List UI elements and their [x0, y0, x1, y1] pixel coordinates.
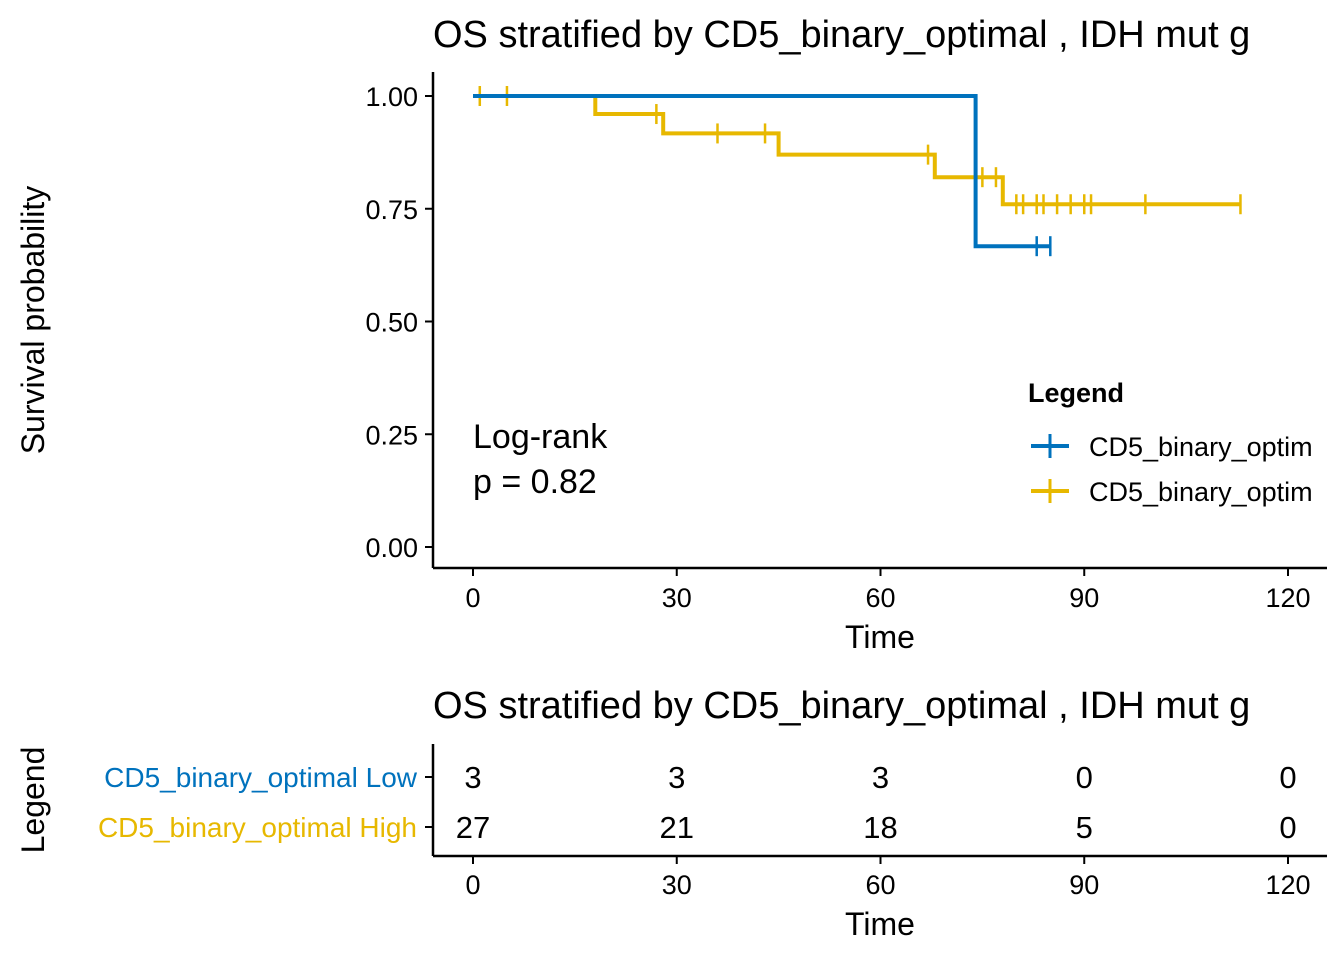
km-y-tick-label: 0.75: [365, 195, 418, 225]
risk-count: 0: [1076, 760, 1093, 795]
km-y-tick-label: 0.25: [365, 420, 418, 450]
km-y-tick-label: 0.00: [365, 533, 418, 563]
risk-x-tick-label: 60: [865, 870, 895, 900]
km-x-axis-label: Time: [845, 619, 915, 655]
km-x-tick-label: 120: [1265, 583, 1310, 613]
risk-table-x-label: Time: [845, 906, 915, 942]
risk-count: 0: [1279, 810, 1296, 845]
km-y-axis-label: Survival probability: [15, 186, 51, 455]
km-x-tick-label: 60: [865, 583, 895, 613]
risk-table-title: OS stratified by CD5_binary_optimal , ID…: [433, 685, 1250, 727]
km-x-tick-label: 30: [662, 583, 692, 613]
legend-label-low: CD5_binary_optim: [1089, 432, 1313, 462]
risk-x-tick-label: 30: [662, 870, 692, 900]
risk-count: 21: [660, 810, 694, 845]
risk-count: 3: [464, 760, 481, 795]
risk-strata-label: CD5_binary_optimal High: [98, 812, 417, 843]
km-x-tick-label: 0: [465, 583, 480, 613]
risk-x-ticks: 0 30 60 90 120: [465, 856, 1311, 900]
legend-label-high: CD5_binary_optim: [1089, 477, 1313, 507]
logrank-label: Log-rank: [473, 418, 608, 456]
risk-table-y-label: Legend: [15, 747, 51, 854]
risk-x-tick-label: 90: [1069, 870, 1099, 900]
risk-count: 3: [668, 760, 685, 795]
km-curve-high: [473, 94, 1241, 207]
risk-count: 18: [863, 810, 897, 845]
km-curve-low: [473, 94, 1051, 249]
risk-count: 3: [872, 760, 889, 795]
risk-count: 27: [456, 810, 490, 845]
risk-x-tick-label: 120: [1265, 870, 1310, 900]
km-x-ticks: 0 30 60 90 120: [465, 568, 1311, 613]
risk-x-tick-label: 0: [465, 870, 480, 900]
km-y-ticks: 0.00 0.25 0.50 0.75 1.00: [365, 82, 433, 563]
risk-table: OS stratified by CD5_binary_optimal , ID…: [15, 685, 1327, 942]
km-legend: Legend CD5_binary_optim CD5_binary_optim: [1028, 378, 1313, 507]
risk-count: 0: [1279, 760, 1296, 795]
pvalue-label: p = 0.82: [473, 463, 597, 501]
km-y-tick-label: 0.50: [365, 308, 418, 338]
km-x-tick-label: 90: [1069, 583, 1099, 613]
legend-title: Legend: [1028, 378, 1124, 408]
risk-strata-label: CD5_binary_optimal Low: [104, 762, 418, 793]
km-plot: OS stratified by CD5_binary_optimal , ID…: [15, 14, 1327, 655]
km-series-group: [473, 86, 1242, 257]
risk-rows: CD5_binary_optimal Low 3 3 3 0 0 CD5_binary_op…: [98, 760, 1297, 845]
km-title: OS stratified by CD5_binary_optimal , ID…: [433, 14, 1250, 56]
km-y-tick-label: 1.00: [365, 82, 418, 112]
risk-count: 5: [1076, 810, 1093, 845]
